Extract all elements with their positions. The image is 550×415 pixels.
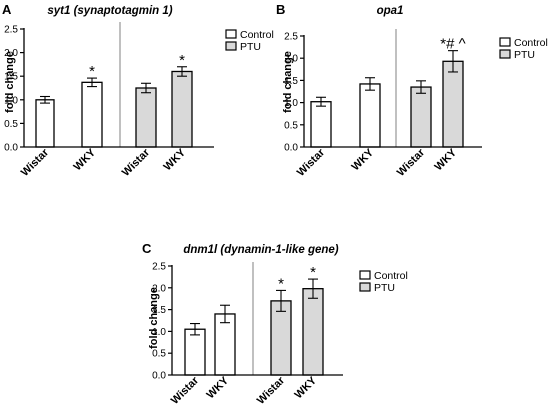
panel-c-chart: C dnm1l (dynamin-1-like gene) fold chang… bbox=[142, 241, 408, 407]
y-axis-label: fold change bbox=[4, 51, 16, 113]
y-tick-label: 2.5 bbox=[152, 262, 166, 273]
y-tick-label: 0.5 bbox=[4, 119, 18, 130]
chart-title: opa1 bbox=[377, 5, 404, 17]
y-axis-label: fold change bbox=[282, 51, 294, 113]
legend-swatch-ptu bbox=[225, 41, 237, 51]
legend-label-control: Control bbox=[374, 270, 408, 282]
bar-control-wky bbox=[359, 83, 381, 148]
y-tick-label: 2.0 bbox=[284, 54, 298, 65]
bar-ptu-wky bbox=[302, 288, 324, 376]
y-tick-label: 0.5 bbox=[284, 120, 298, 131]
panel-a-chart: A syt1 (synaptotagmin 1) fold change Wis… bbox=[2, 2, 274, 179]
y-tick-label: 2.5 bbox=[284, 32, 298, 43]
chart-title: dnm1l (dynamin-1-like gene) bbox=[183, 244, 338, 256]
y-tick-label: 1.0 bbox=[284, 98, 298, 109]
y-axis-label: fold change bbox=[148, 287, 160, 349]
y-tick-label: 0.0 bbox=[4, 143, 18, 154]
x-tick-label: WKY bbox=[204, 374, 231, 401]
significance-marker: * bbox=[89, 63, 95, 80]
chart-title: syt1 (synaptotagmin 1) bbox=[47, 5, 172, 17]
legend-label-ptu: PTU bbox=[374, 282, 395, 294]
x-tick-label: WKY bbox=[71, 146, 98, 173]
legend: Control PTU bbox=[499, 37, 548, 61]
legend-label-ptu: PTU bbox=[514, 49, 535, 61]
legend-swatch-control bbox=[225, 29, 237, 39]
bar-control-wistar bbox=[310, 101, 332, 148]
x-tick-label: WKY bbox=[349, 146, 376, 173]
legend-swatch-control bbox=[359, 270, 371, 280]
significance-marker: *# ^ bbox=[440, 36, 465, 53]
bar-ptu-wistar bbox=[270, 300, 292, 376]
x-tick-label: Wistar bbox=[255, 374, 288, 407]
bar-ptu-wistar bbox=[410, 86, 432, 148]
x-tick-label: Wistar bbox=[120, 146, 153, 179]
significance-marker: * bbox=[179, 52, 185, 69]
legend-swatch-ptu bbox=[499, 49, 511, 59]
legend: Control PTU bbox=[359, 270, 408, 294]
panel-letter: A bbox=[2, 2, 12, 17]
y-tick-label: 2.0 bbox=[4, 48, 18, 59]
y-tick-label: 1.5 bbox=[284, 76, 298, 87]
legend-label-control: Control bbox=[514, 37, 548, 49]
legend: Control PTU bbox=[225, 29, 274, 53]
legend-swatch-control bbox=[499, 37, 511, 47]
plot-area: Wistar * WKY Wistar * WKY 0.0 0.5 1.0 1.5 2.0 2.5 bbox=[4, 22, 214, 179]
x-tick-label: Wistar bbox=[295, 146, 328, 179]
bar-control-wistar bbox=[184, 328, 206, 376]
bar-control-wky bbox=[81, 81, 103, 148]
y-tick-label: 1.5 bbox=[152, 305, 166, 316]
x-tick-label: WKY bbox=[292, 374, 319, 401]
bar-ptu-wistar bbox=[135, 87, 157, 148]
y-tick-label: 0.0 bbox=[152, 371, 166, 382]
significance-marker: * bbox=[278, 275, 284, 292]
y-tick-label: 2.0 bbox=[152, 283, 166, 294]
x-tick-label: Wistar bbox=[395, 146, 428, 179]
y-tick-label: 1.0 bbox=[152, 327, 166, 338]
panel-letter: B bbox=[276, 2, 285, 17]
bar-control-wistar bbox=[35, 99, 55, 148]
panel-b-chart: B opa1 fold change Wistar WKY Wistar*# ^WK… bbox=[276, 2, 548, 179]
bar-ptu-wky bbox=[171, 70, 193, 148]
y-tick-label: 0.0 bbox=[284, 143, 298, 154]
x-tick-label: WKY bbox=[432, 146, 459, 173]
x-tick-label: Wistar bbox=[19, 146, 52, 179]
panel-letter: C bbox=[142, 241, 152, 256]
legend-swatch-ptu bbox=[359, 282, 371, 292]
significance-marker: * bbox=[310, 264, 316, 281]
y-tick-label: 0.5 bbox=[152, 349, 166, 360]
y-tick-label: 1.5 bbox=[4, 72, 18, 83]
legend-label-ptu: PTU bbox=[240, 41, 261, 53]
y-tick-label: 2.5 bbox=[4, 25, 18, 36]
y-tick-label: 1.0 bbox=[4, 95, 18, 106]
x-tick-label: Wistar bbox=[169, 374, 202, 407]
legend-label-control: Control bbox=[240, 29, 274, 41]
x-tick-label: WKY bbox=[161, 146, 188, 173]
bar-ptu-wky bbox=[442, 60, 464, 148]
